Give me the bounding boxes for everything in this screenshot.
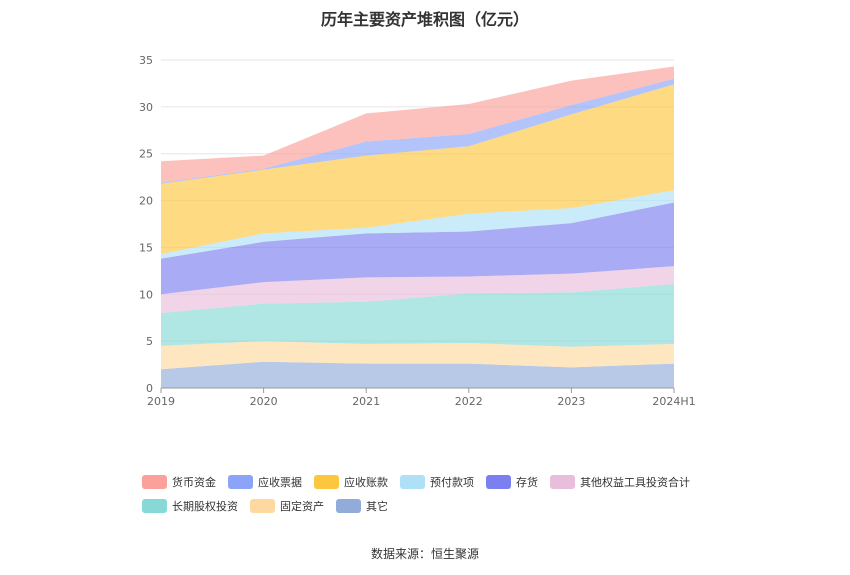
legend-item[interactable]: 货币资金: [142, 474, 216, 490]
y-tick-label: 30: [139, 101, 153, 114]
chart-legend: 货币资金 应收票据 应收账款 预付款项 存货 其他权益工具投资合计 长期股权投资 固定资产 其…: [142, 470, 742, 518]
legend-item[interactable]: 长期股权投资: [142, 498, 238, 514]
legend-label: 其他权益工具投资合计: [580, 476, 690, 489]
legend-item[interactable]: 固定资产: [250, 498, 324, 514]
legend-row: 货币资金 应收票据 应收账款 预付款项 存货 其他权益工具投资合计: [142, 470, 742, 494]
legend-label: 货币资金: [172, 476, 216, 489]
legend-label: 存货: [516, 476, 538, 489]
legend-swatch: [400, 475, 425, 489]
area-series: [161, 66, 674, 388]
legend-label: 预付款项: [430, 476, 474, 489]
x-tick-label: 2024H1: [652, 395, 695, 408]
legend-label: 应收账款: [344, 476, 388, 489]
legend-item[interactable]: 存货: [486, 474, 538, 490]
legend-label: 长期股权投资: [172, 500, 238, 513]
data-source-note: 数据来源：恒生聚源: [370, 547, 479, 561]
axes: 0 5 10 15 20 25 30 35 2019 2020 2021 2022 2023 2024H1: [139, 54, 696, 408]
legend-item[interactable]: 其它: [336, 498, 388, 514]
y-tick-label: 25: [139, 148, 153, 161]
y-tick-label: 5: [146, 335, 153, 348]
legend-item[interactable]: 预付款项: [400, 474, 474, 490]
y-tick-label: 20: [139, 195, 153, 208]
y-tick-label: 10: [139, 288, 153, 301]
legend-swatch: [250, 499, 275, 513]
legend-label: 固定资产: [280, 500, 324, 513]
area-series-其它: [161, 361, 674, 388]
legend-label: 应收票据: [258, 476, 302, 489]
y-tick-label: 0: [146, 382, 153, 395]
legend-item[interactable]: 其他权益工具投资合计: [550, 474, 690, 490]
x-tick-label: 2023: [557, 395, 585, 408]
area-series-预付款项: [161, 190, 674, 259]
x-tick-label: 2022: [455, 395, 483, 408]
legend-swatch: [550, 475, 575, 489]
area-series-长期股权投资: [161, 283, 674, 347]
x-tick-label: 2021: [352, 395, 380, 408]
x-tick-label: 2019: [147, 395, 175, 408]
legend-item[interactable]: 应收账款: [314, 474, 388, 490]
y-tick-label: 35: [139, 54, 153, 67]
x-tick-label: 2020: [250, 395, 278, 408]
area-series-货币资金: [161, 66, 674, 183]
legend-swatch: [142, 475, 167, 489]
legend-swatch: [228, 475, 253, 489]
legend-swatch: [142, 499, 167, 513]
area-series-存货: [161, 202, 674, 295]
legend-item[interactable]: 应收票据: [228, 474, 302, 490]
legend-swatch: [486, 475, 511, 489]
chart-title: 历年主要资产堆积图（亿元）: [320, 10, 529, 29]
area-series-其他权益工具投资合计: [161, 266, 674, 314]
legend-swatch: [314, 475, 339, 489]
legend-row: 长期股权投资 固定资产 其它: [142, 494, 742, 518]
legend-label: 其它: [366, 500, 388, 513]
area-series-应收账款: [161, 84, 674, 254]
area-series-固定资产: [161, 341, 674, 370]
y-tick-label: 15: [139, 241, 153, 254]
legend-swatch: [336, 499, 361, 513]
